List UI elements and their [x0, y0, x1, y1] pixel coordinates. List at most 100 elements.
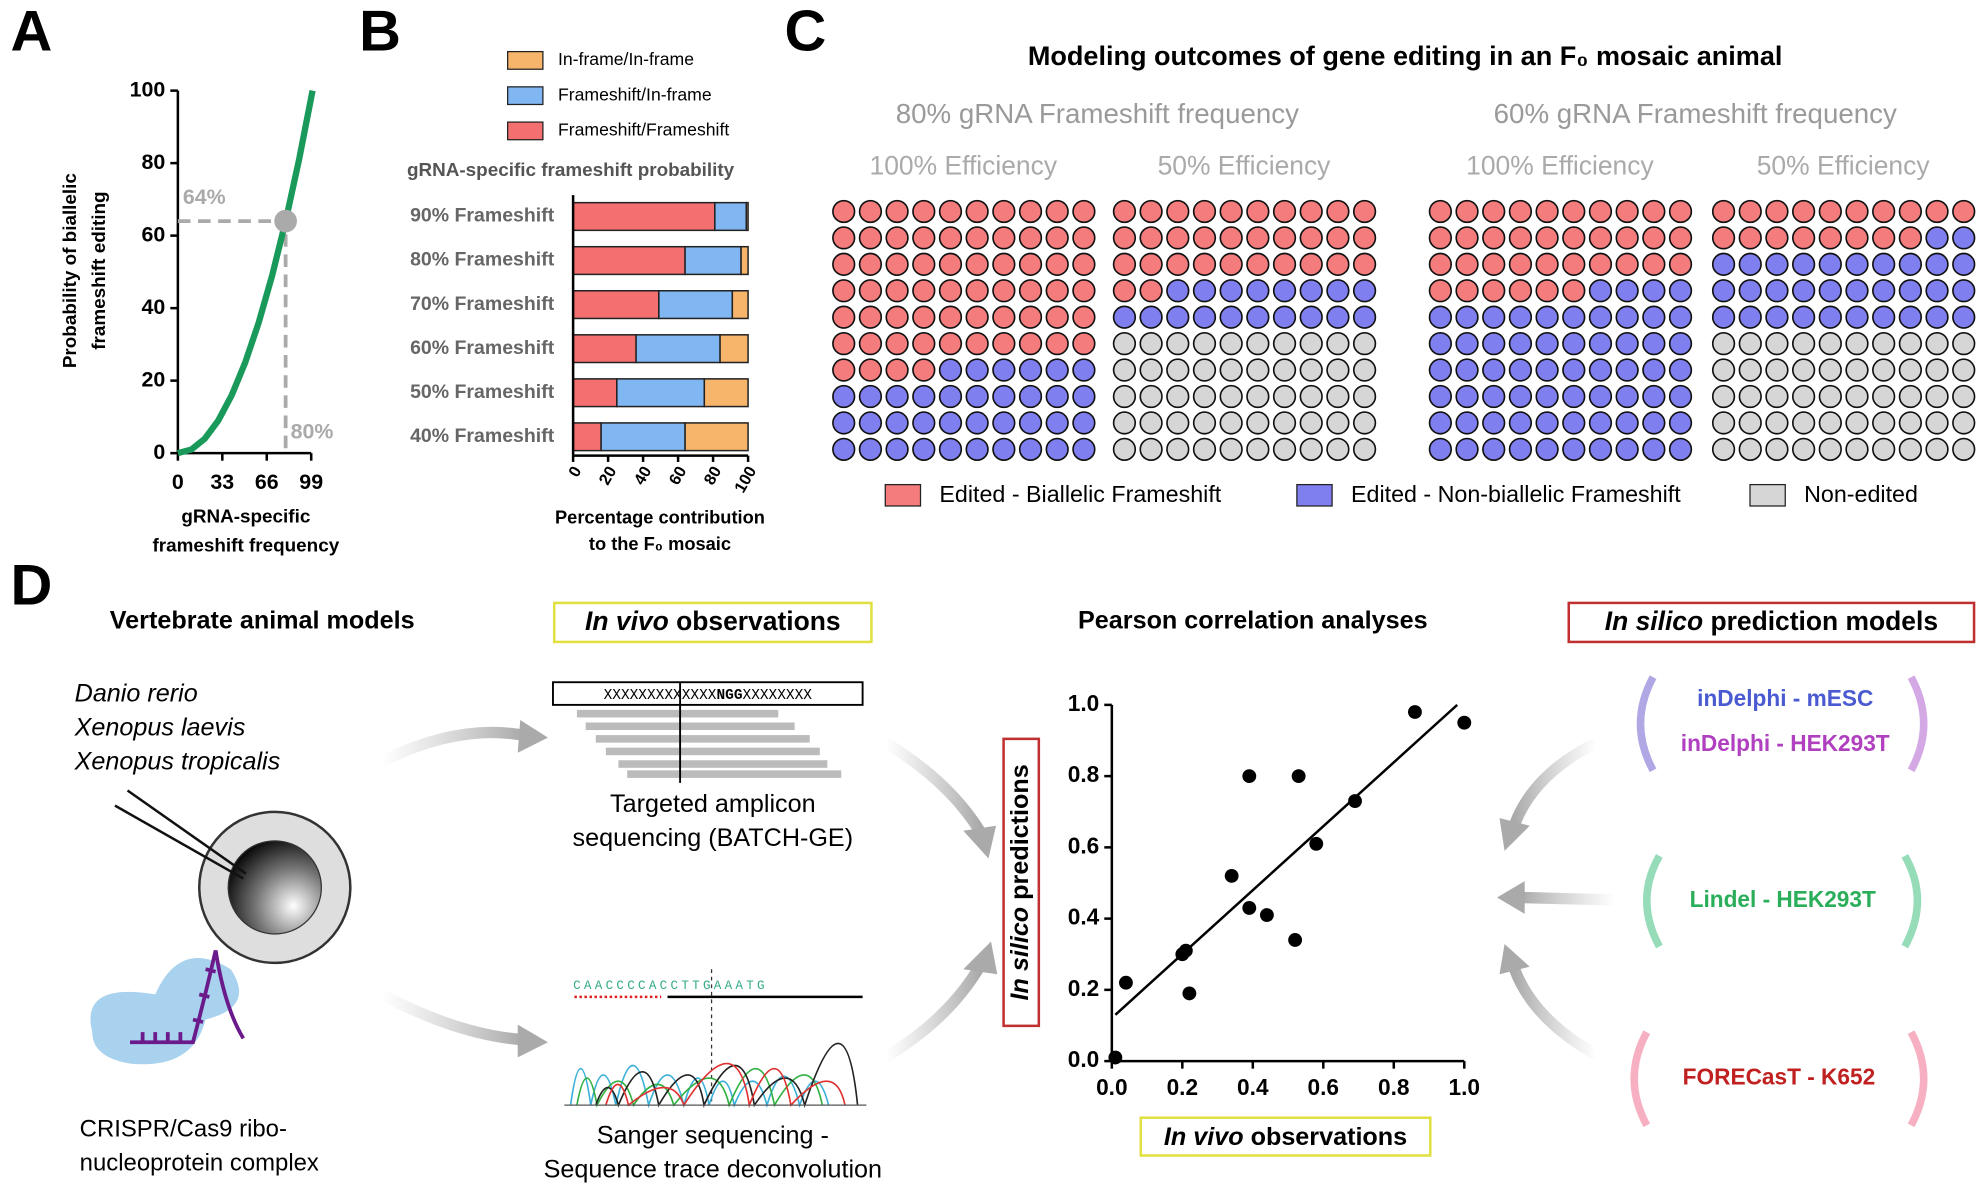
- waffle-dot: [912, 437, 936, 462]
- waffle-dot: [1872, 437, 1896, 462]
- waffle-dot: [1219, 384, 1243, 409]
- highlight-label: 64%: [183, 185, 226, 209]
- waffle-dot: [1791, 226, 1816, 250]
- waffle-dot: [1455, 437, 1479, 462]
- waffle-dot: [1219, 437, 1243, 462]
- y-tick-label: 0.6: [1068, 832, 1099, 858]
- waffle-dot: [1192, 411, 1217, 435]
- waffle-dot: [1642, 384, 1666, 409]
- waffle-dot: [1925, 252, 1949, 276]
- point: [1108, 1050, 1123, 1065]
- waffle-dot: [1642, 437, 1666, 462]
- panel-letter: B: [359, 0, 401, 64]
- waffle-dot: [938, 331, 963, 356]
- waffle-dot: [1898, 358, 1923, 382]
- arrow: [882, 963, 985, 1063]
- waffle-dot: [1615, 384, 1639, 409]
- waffle-dot: [1166, 252, 1190, 276]
- waffle-dot: [1045, 437, 1069, 462]
- waffle-dot: [858, 358, 883, 382]
- waffle-dot: [1818, 384, 1842, 409]
- group-label: 60% gRNA Frameshift frequency: [1494, 98, 1897, 129]
- waffle-dot: [912, 305, 936, 329]
- waffle-dot: [1845, 411, 1869, 435]
- x-axis-label: to the F₀ mosaic: [589, 533, 731, 554]
- waffle-dot: [1192, 252, 1217, 276]
- waffle-dot: [1845, 331, 1869, 356]
- waffle-dot: [938, 411, 963, 435]
- waffle-dot: [1668, 331, 1693, 356]
- arrowhead: [517, 1024, 548, 1058]
- waffle-dot: [885, 437, 909, 462]
- heading-rest: prediction models: [1703, 606, 1938, 636]
- waffle-dot: [832, 437, 856, 462]
- waffle-dot: [1045, 331, 1069, 356]
- waffle-dot: [832, 279, 856, 303]
- waffle-dot: [858, 226, 883, 250]
- waffle-dot: [1562, 199, 1586, 224]
- waffle-dot: [992, 199, 1016, 224]
- waffle-dot: [1872, 305, 1896, 329]
- bar-segment: [714, 201, 748, 232]
- waffle-dot: [1428, 226, 1453, 250]
- waffle-dot: [1668, 411, 1693, 435]
- waffle-dot: [1791, 358, 1816, 382]
- waffle-dot: [1455, 252, 1479, 276]
- waffle-dot: [1508, 226, 1533, 250]
- waffle-dot: [1326, 199, 1350, 224]
- waffle-dot: [1246, 252, 1270, 276]
- waffle-dot: [1192, 384, 1217, 409]
- waffle-dot: [1898, 199, 1923, 224]
- arrow: [1520, 891, 1616, 906]
- chart-subtitle: gRNA-specific frameshift probability: [407, 160, 735, 181]
- y-tick-label: 0: [153, 440, 165, 464]
- waffle-dot: [1668, 437, 1693, 462]
- x-tick-label: 0.6: [1308, 1074, 1339, 1100]
- waffle-dot: [992, 279, 1016, 303]
- legend-swatch: [1749, 483, 1786, 507]
- waffle-dot: [1219, 305, 1243, 329]
- waffle-dot: [1872, 252, 1896, 276]
- waffle-dot: [1139, 437, 1163, 462]
- waffle-dot: [1352, 226, 1377, 250]
- waffle-dot: [1925, 331, 1949, 356]
- x-tick-label: 1.0: [1449, 1074, 1480, 1100]
- point: [1178, 943, 1193, 958]
- x-tick-label: 0: [172, 470, 184, 494]
- waffle-dot: [1045, 279, 1069, 303]
- waffle-dot: [1952, 331, 1976, 356]
- waffle-dot: [1642, 358, 1666, 382]
- model: Lindel - HEK293T: [1690, 886, 1876, 912]
- waffle-dot: [1482, 199, 1506, 224]
- waffle-dot: [1045, 305, 1069, 329]
- category-label: 70% Frameshift: [410, 293, 555, 315]
- waffle-dot: [1668, 279, 1693, 303]
- waffle-dot: [1072, 305, 1096, 329]
- species: Xenopus laevis: [74, 713, 246, 741]
- waffle-dot: [1272, 226, 1297, 250]
- point: [1224, 868, 1239, 883]
- y-tick-label: 60: [142, 222, 166, 246]
- waffle-dot: [1925, 279, 1949, 303]
- waffle-dot: [1112, 305, 1137, 329]
- waffle-dot: [1428, 437, 1453, 462]
- waffle-dot: [1045, 358, 1069, 382]
- waffle-dot: [1072, 411, 1096, 435]
- arrowhead: [963, 825, 997, 859]
- waffle-dot: [1765, 331, 1789, 356]
- waffle-dot: [885, 252, 909, 276]
- category-label: 40% Frameshift: [410, 425, 555, 447]
- x-tick-label: 60: [666, 463, 691, 488]
- waffle-dot: [1072, 279, 1096, 303]
- waffle-dot: [1562, 279, 1586, 303]
- waffle-dot: [1925, 305, 1949, 329]
- waffle-dot: [1299, 411, 1323, 435]
- waffle-dot: [1845, 384, 1869, 409]
- x-axis-label-rest: observations: [1244, 1123, 1408, 1151]
- waffle-dot: [1952, 384, 1976, 409]
- waffle-dot: [1246, 437, 1270, 462]
- bar-segment: [684, 245, 742, 276]
- waffle-dot: [1428, 252, 1453, 276]
- waffle-dot: [885, 358, 909, 382]
- waffle-dot: [1112, 437, 1137, 462]
